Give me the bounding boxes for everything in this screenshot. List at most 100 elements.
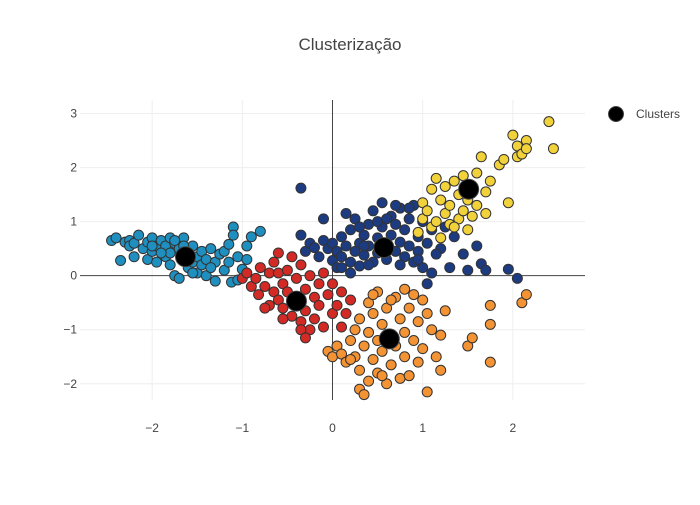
- data-point-cluster-0: [173, 272, 185, 284]
- y-tick-label: 1: [70, 215, 77, 229]
- data-point-cluster-3: [327, 351, 338, 363]
- data-point-cluster-3: [367, 308, 379, 320]
- data-point-cluster-1: [336, 251, 348, 263]
- y-tick-label: 0: [70, 269, 77, 283]
- data-point-cluster-3: [403, 302, 415, 314]
- data-point-cluster-1: [399, 224, 411, 236]
- data-point-cluster-1: [345, 267, 357, 279]
- data-point-cluster-3: [408, 335, 420, 347]
- data-point-cluster-3: [345, 353, 357, 365]
- data-point-cluster-3: [417, 294, 429, 306]
- data-point-cluster-3: [399, 283, 411, 295]
- data-point-cluster-0: [227, 229, 239, 241]
- data-point-cluster-4: [430, 172, 442, 184]
- data-point-cluster-3: [412, 316, 424, 328]
- data-point-cluster-3: [345, 335, 357, 347]
- data-point-cluster-1: [390, 218, 402, 230]
- data-point-cluster-0: [151, 256, 163, 268]
- data-point-cluster-3: [439, 305, 451, 317]
- data-point-cluster-3: [385, 294, 397, 306]
- data-points: [106, 116, 559, 401]
- data-point-cluster-1: [367, 205, 379, 217]
- data-point-cluster-1: [421, 278, 433, 290]
- data-point-cluster-0: [205, 262, 217, 274]
- data-point-cluster-1: [376, 197, 388, 209]
- data-point-cluster-4: [457, 205, 469, 217]
- data-point-cluster-4: [502, 197, 514, 209]
- x-tick-label: −1: [235, 421, 249, 435]
- data-point-cluster-1: [390, 199, 402, 211]
- data-point-cluster-3: [394, 313, 406, 325]
- data-point-cluster-1: [340, 208, 352, 220]
- data-point-cluster-2: [304, 270, 316, 282]
- data-point-cluster-2: [272, 247, 284, 259]
- data-point-cluster-2: [277, 313, 289, 325]
- data-point-cluster-0: [232, 251, 244, 263]
- y-tick-label: 2: [70, 161, 77, 175]
- data-point-cluster-1: [394, 236, 406, 248]
- data-point-cluster-2: [322, 289, 334, 301]
- data-point-cluster-3: [376, 318, 388, 330]
- data-point-cluster-3: [484, 356, 496, 368]
- data-point-cluster-3: [466, 332, 478, 344]
- data-point-cluster-4: [520, 143, 532, 155]
- data-point-cluster-0: [205, 243, 217, 255]
- data-point-cluster-1: [430, 248, 442, 260]
- x-tick-label: 0: [329, 421, 336, 435]
- data-point-cluster-0: [115, 255, 127, 267]
- legend-label-clusters[interactable]: Clusters: [636, 107, 680, 121]
- data-point-cluster-2: [259, 280, 271, 292]
- data-point-cluster-2: [268, 256, 280, 268]
- data-point-cluster-1: [444, 262, 456, 274]
- cluster-centroid: [378, 328, 400, 350]
- data-point-cluster-4: [543, 116, 555, 128]
- data-point-cluster-1: [336, 262, 348, 274]
- data-point-cluster-2: [331, 299, 343, 311]
- data-point-cluster-1: [426, 267, 438, 279]
- data-point-cluster-3: [421, 386, 433, 398]
- data-point-cluster-3: [376, 370, 388, 382]
- data-point-cluster-0: [223, 238, 235, 250]
- data-point-cluster-0: [169, 235, 181, 247]
- data-point-cluster-1: [403, 213, 415, 225]
- data-point-cluster-2: [336, 286, 348, 298]
- x-axis-ticks: −2 −1 0 1 2: [145, 421, 516, 435]
- data-point-cluster-4: [421, 205, 433, 217]
- data-point-cluster-1: [313, 251, 325, 263]
- data-point-cluster-3: [417, 343, 429, 355]
- data-point-cluster-1: [345, 256, 357, 268]
- data-point-cluster-1: [462, 264, 474, 276]
- data-point-cluster-2: [308, 313, 320, 325]
- data-point-cluster-1: [317, 213, 329, 225]
- y-axis-ticks: −2 −1 0 1 2 3: [63, 107, 77, 391]
- data-point-cluster-1: [336, 231, 348, 243]
- data-point-cluster-3: [408, 289, 420, 301]
- data-point-cluster-0: [209, 275, 221, 287]
- data-point-cluster-1: [502, 263, 514, 275]
- data-point-cluster-4: [462, 224, 474, 236]
- data-point-cluster-3: [412, 356, 424, 368]
- data-point-cluster-4: [498, 153, 510, 165]
- data-point-cluster-1: [363, 259, 375, 271]
- legend[interactable]: Clusters: [608, 106, 681, 122]
- data-point-cluster-3: [354, 313, 366, 325]
- data-point-cluster-3: [399, 326, 411, 338]
- data-point-cluster-1: [358, 240, 370, 252]
- x-tick-label: 1: [419, 421, 426, 435]
- data-point-cluster-4: [466, 210, 478, 222]
- data-point-cluster-4: [426, 183, 438, 195]
- data-point-cluster-1: [457, 248, 469, 260]
- data-point-cluster-2: [299, 283, 311, 295]
- data-point-cluster-2: [295, 259, 307, 271]
- data-point-cluster-4: [480, 186, 492, 198]
- data-point-cluster-2: [281, 264, 293, 276]
- data-point-cluster-2: [327, 278, 338, 290]
- data-point-cluster-3: [484, 318, 496, 330]
- data-point-cluster-1: [421, 237, 433, 249]
- data-point-cluster-3: [385, 359, 397, 371]
- data-point-cluster-3: [403, 370, 415, 382]
- data-point-cluster-4: [412, 226, 424, 238]
- legend-marker-clusters[interactable]: [608, 106, 624, 122]
- data-point-cluster-3: [435, 329, 447, 341]
